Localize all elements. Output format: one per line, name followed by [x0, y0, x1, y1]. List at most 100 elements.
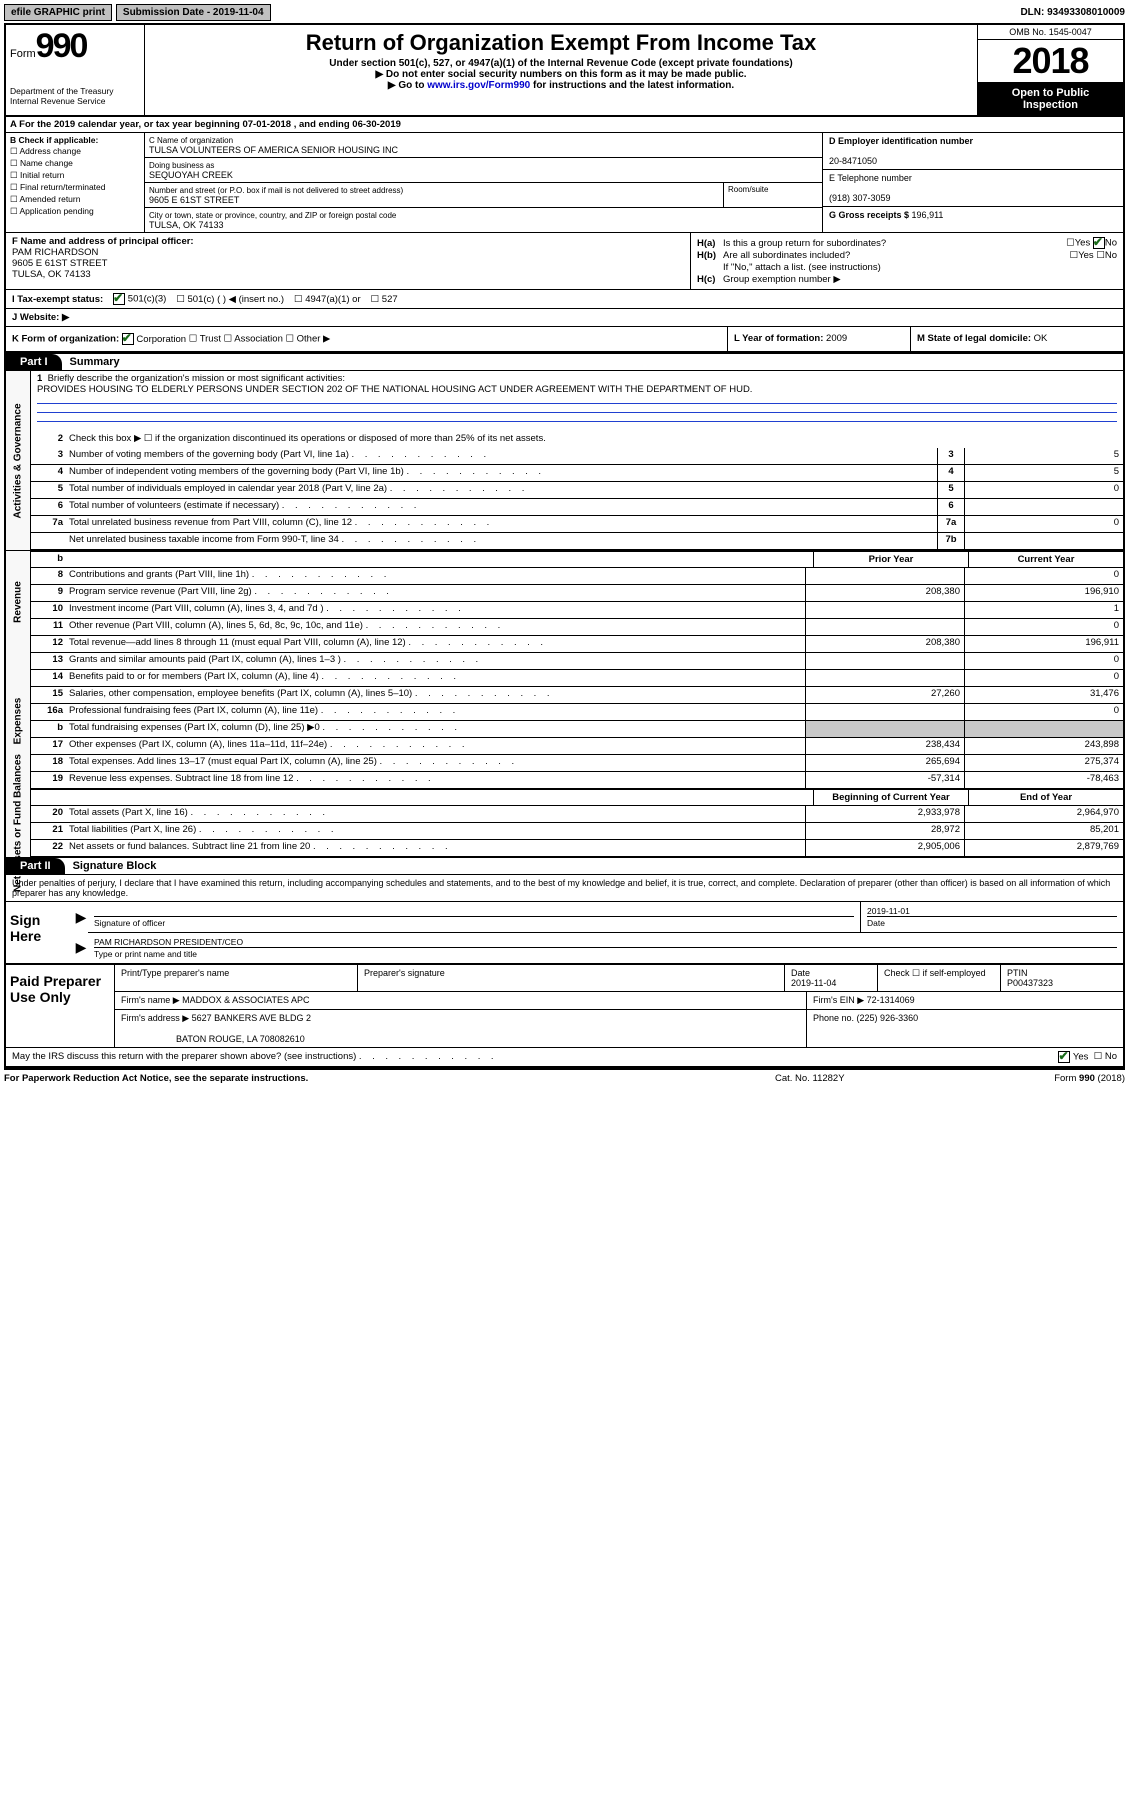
subtitle: Under section 501(c), 527, or 4947(a)(1)…	[155, 58, 967, 69]
col-c-org: C Name of organization TULSA VOLUNTEERS …	[145, 133, 822, 232]
org-dba: SEQUOYAH CREEK	[149, 170, 233, 180]
penalty-text: Under penalties of perjury, I declare th…	[6, 875, 1123, 902]
col-f-officer: F Name and address of principal officer:…	[6, 233, 690, 289]
vlabel-na: Net Assets or Fund Balances	[6, 789, 31, 857]
summary-line: b Total fundraising expenses (Part IX, c…	[31, 721, 1123, 738]
discuss-no[interactable]: ☐ No	[1094, 1051, 1117, 1063]
chk-address[interactable]: ☐ Address change	[10, 146, 140, 157]
dln-field: DLN: 93493308010009	[1020, 7, 1125, 18]
summary-line: 5 Total number of individuals employed i…	[31, 482, 1123, 499]
efile-label: efile GRAPHIC print	[4, 4, 112, 21]
discuss-row: May the IRS discuss this return with the…	[6, 1048, 1123, 1068]
org-city: TULSA, OK 74133	[149, 220, 224, 230]
k-other[interactable]: ☐ Other ▶	[286, 334, 331, 345]
org-street: 9605 E 61ST STREET	[149, 195, 239, 205]
chk-pending[interactable]: ☐ Application pending	[10, 206, 140, 217]
topbar: efile GRAPHIC print Submission Date - 20…	[4, 4, 1125, 21]
col-m-state: M State of legal domicile: OK	[911, 327, 1123, 351]
firm-addr: 5627 BANKERS AVE BLDG 2	[192, 1013, 311, 1023]
instr-2: ▶ Go to www.irs.gov/Form990 for instruct…	[155, 80, 967, 91]
summary-line: 3 Number of voting members of the govern…	[31, 448, 1123, 465]
summary-line: 14 Benefits paid to or for members (Part…	[31, 670, 1123, 687]
summary-line: 20 Total assets (Part X, line 16) 2,933,…	[31, 806, 1123, 823]
col-b-checkboxes: B Check if applicable: ☐ Address change …	[6, 133, 145, 232]
summary-line: 13 Grants and similar amounts paid (Part…	[31, 653, 1123, 670]
signature-arrow-icon: ▶	[74, 902, 88, 933]
summary-line: 22 Net assets or fund balances. Subtract…	[31, 840, 1123, 857]
phone: (918) 307-3059	[829, 193, 891, 203]
k-trust[interactable]: ☐ Trust	[189, 334, 221, 345]
public-inspection: Open to Public Inspection	[978, 83, 1123, 115]
section-fh: F Name and address of principal officer:…	[6, 233, 1123, 290]
mission-text: PROVIDES HOUSING TO ELDERLY PERSONS UNDE…	[37, 384, 752, 395]
ptin: P00437323	[1007, 978, 1053, 988]
firm-ein: 72-1314069	[867, 995, 915, 1005]
section-bcdeg: B Check if applicable: ☐ Address change …	[6, 133, 1123, 233]
activities-governance-block: Activities & Governance 1 Briefly descri…	[6, 371, 1123, 550]
part2-header: Part II Signature Block	[6, 857, 1123, 875]
summary-line: 17 Other expenses (Part IX, column (A), …	[31, 738, 1123, 755]
summary-line: 7a Total unrelated business revenue from…	[31, 516, 1123, 533]
part1-header: Part I Summary	[6, 353, 1123, 371]
row-a-period: A For the 2019 calendar year, or tax yea…	[6, 117, 1123, 133]
sign-here-section: Sign Here ▶ ▶ Signature of officer 2019-…	[6, 902, 1123, 965]
ts-501c[interactable]: ☐ 501(c) ( ) ◀ (insert no.)	[176, 294, 284, 305]
summary-line: 9 Program service revenue (Part VIII, li…	[31, 585, 1123, 602]
self-employed-check[interactable]: Check ☐ if self-employed	[878, 965, 1001, 991]
summary-line: Net unrelated business taxable income fr…	[31, 533, 1123, 550]
chk-initial[interactable]: ☐ Initial return	[10, 170, 140, 181]
discuss-yes[interactable]: Yes	[1058, 1051, 1088, 1063]
omb-number: OMB No. 1545-0047	[978, 25, 1123, 40]
year-col: OMB No. 1545-0047 2018 Open to Public In…	[977, 25, 1123, 115]
summary-line: 11 Other revenue (Part VIII, column (A),…	[31, 619, 1123, 636]
ts-501c3[interactable]: 501(c)(3)	[113, 293, 166, 305]
summary-line: 4 Number of independent voting members o…	[31, 465, 1123, 482]
line-1-mission: 1 Briefly describe the organization's mi…	[31, 371, 1123, 432]
org-name: TULSA VOLUNTEERS OF AMERICA SENIOR HOUSI…	[149, 145, 398, 155]
summary-line: 15 Salaries, other compensation, employe…	[31, 687, 1123, 704]
tax-year: 2018	[978, 40, 1123, 83]
paid-preparer-section: Paid Preparer Use Only Print/Type prepar…	[6, 965, 1123, 1048]
col-deg: D Employer identification number 20-8471…	[822, 133, 1123, 232]
prep-date: 2019-11-04	[791, 978, 836, 988]
room-suite: Room/suite	[724, 183, 822, 207]
k-assoc[interactable]: ☐ Association	[224, 334, 283, 345]
dept-label: Department of the Treasury Internal Reve…	[10, 86, 140, 106]
chk-name[interactable]: ☐ Name change	[10, 158, 140, 169]
summary-line: 12 Total revenue—add lines 8 through 11 …	[31, 636, 1123, 653]
hb-yes-no[interactable]: ☐Yes ☐No	[1070, 250, 1117, 261]
page-footer: For Paperwork Reduction Act Notice, see …	[4, 1070, 1125, 1087]
sig-date: 2019-11-01	[867, 906, 1117, 916]
netassets-block: Net Assets or Fund Balances Beginning of…	[6, 789, 1123, 857]
k-corp[interactable]: Corporation	[122, 334, 186, 345]
instr-link[interactable]: www.irs.gov/Form990	[427, 80, 530, 91]
summary-line: 10 Investment income (Part VIII, column …	[31, 602, 1123, 619]
summary-line: 8 Contributions and grants (Part VIII, l…	[31, 568, 1123, 585]
ts-527[interactable]: ☐ 527	[371, 294, 398, 305]
rev-col-header: b Prior Year Current Year	[31, 551, 1123, 568]
officer-name: PAM RICHARDSON	[12, 247, 98, 258]
col-h-group: H(a) Is this a group return for subordin…	[690, 233, 1123, 289]
form-id-col: Form990 Department of the Treasury Inter…	[6, 25, 145, 115]
col-k-form-org: K Form of organization: Corporation ☐ Tr…	[6, 327, 728, 351]
header-row: Form990 Department of the Treasury Inter…	[6, 25, 1123, 117]
chk-amended[interactable]: ☐ Amended return	[10, 194, 140, 205]
signature-arrow-icon: ▶	[74, 933, 88, 964]
ein: 20-8471050	[829, 156, 877, 166]
col-l-year: L Year of formation: 2009	[728, 327, 911, 351]
form-title: Return of Organization Exempt From Incom…	[155, 30, 967, 56]
chk-final[interactable]: ☐ Final return/terminated	[10, 182, 140, 193]
firm-phone: (225) 926-3360	[857, 1013, 919, 1023]
title-col: Return of Organization Exempt From Incom…	[145, 25, 977, 115]
sig-name: PAM RICHARDSON PRESIDENT/CEO	[94, 937, 1117, 947]
submission-field: Submission Date - 2019-11-04	[116, 4, 271, 21]
form-container: Form990 Department of the Treasury Inter…	[4, 23, 1125, 1070]
line-2: Check this box ▶ ☐ if the organization d…	[67, 432, 1123, 448]
summary-line: 21 Total liabilities (Part X, line 26) 2…	[31, 823, 1123, 840]
ha-yes-no[interactable]: ☐Yes No	[1066, 237, 1117, 249]
na-col-header: Beginning of Current Year End of Year	[31, 789, 1123, 806]
vlabel-ag: Activities & Governance	[6, 371, 31, 550]
ts-4947[interactable]: ☐ 4947(a)(1) or	[294, 294, 361, 305]
summary-line: 19 Revenue less expenses. Subtract line …	[31, 772, 1123, 789]
summary-line: 16a Professional fundraising fees (Part …	[31, 704, 1123, 721]
